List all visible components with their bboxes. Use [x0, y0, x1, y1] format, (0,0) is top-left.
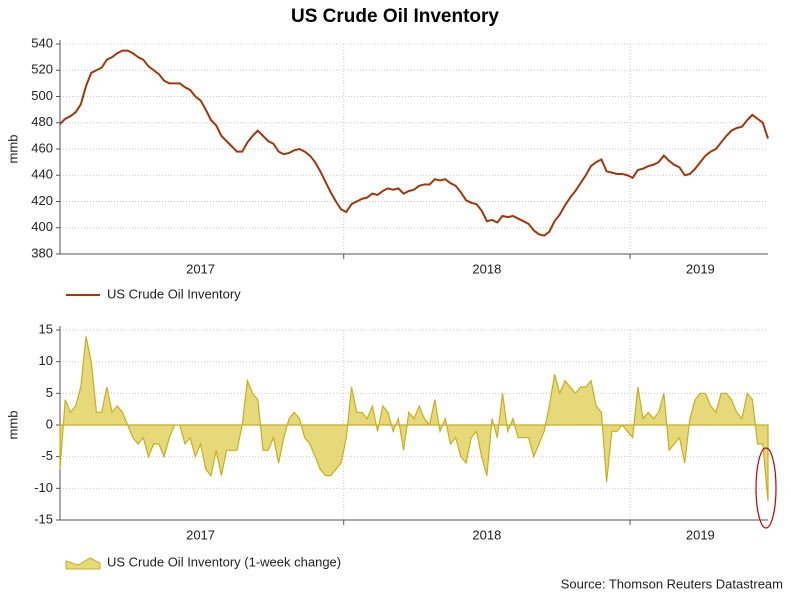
line [59, 49, 769, 237]
source: Source: Thomson Reuters Datastream [561, 576, 783, 591]
y-tick-label: 15 [39, 321, 53, 336]
legend-label: US Crude Oil Inventory [107, 286, 241, 301]
x-tick-label: 2019 [686, 261, 715, 276]
y-tick-label: 420 [31, 193, 53, 208]
y-tick-label: 540 [31, 35, 53, 50]
y-tick-label: -15 [34, 511, 53, 526]
y-tick-label: 460 [31, 140, 53, 155]
y-tick-label: 380 [31, 245, 53, 260]
y-tick-label: 500 [31, 88, 53, 103]
chart-title: US Crude Oil Inventory [291, 6, 499, 27]
y-tick-label: 5 [46, 385, 53, 400]
y-tick-label: -10 [34, 480, 53, 495]
y-tick-label: 0 [46, 416, 53, 431]
y-tick-label: -5 [41, 448, 53, 463]
legend-label: US Crude Oil Inventory (1-week change) [107, 554, 341, 569]
x-tick-label: 2019 [686, 527, 715, 542]
highlight-ellipse [755, 447, 777, 529]
y-tick-label: 10 [39, 353, 53, 368]
area [59, 336, 769, 502]
x-tick-label: 2018 [472, 261, 501, 276]
y-tick-label: 400 [31, 219, 53, 234]
legend-swatch [65, 557, 101, 570]
x-tick-label: 2017 [186, 261, 215, 276]
y-axis-label: mmb [5, 135, 20, 164]
y-tick-label: 480 [31, 114, 53, 129]
y-tick-label: 440 [31, 167, 53, 182]
x-tick-label: 2018 [472, 527, 501, 542]
y-tick-label: 520 [31, 62, 53, 77]
y-axis-label: mmb [5, 411, 20, 440]
x-tick-label: 2017 [186, 527, 215, 542]
